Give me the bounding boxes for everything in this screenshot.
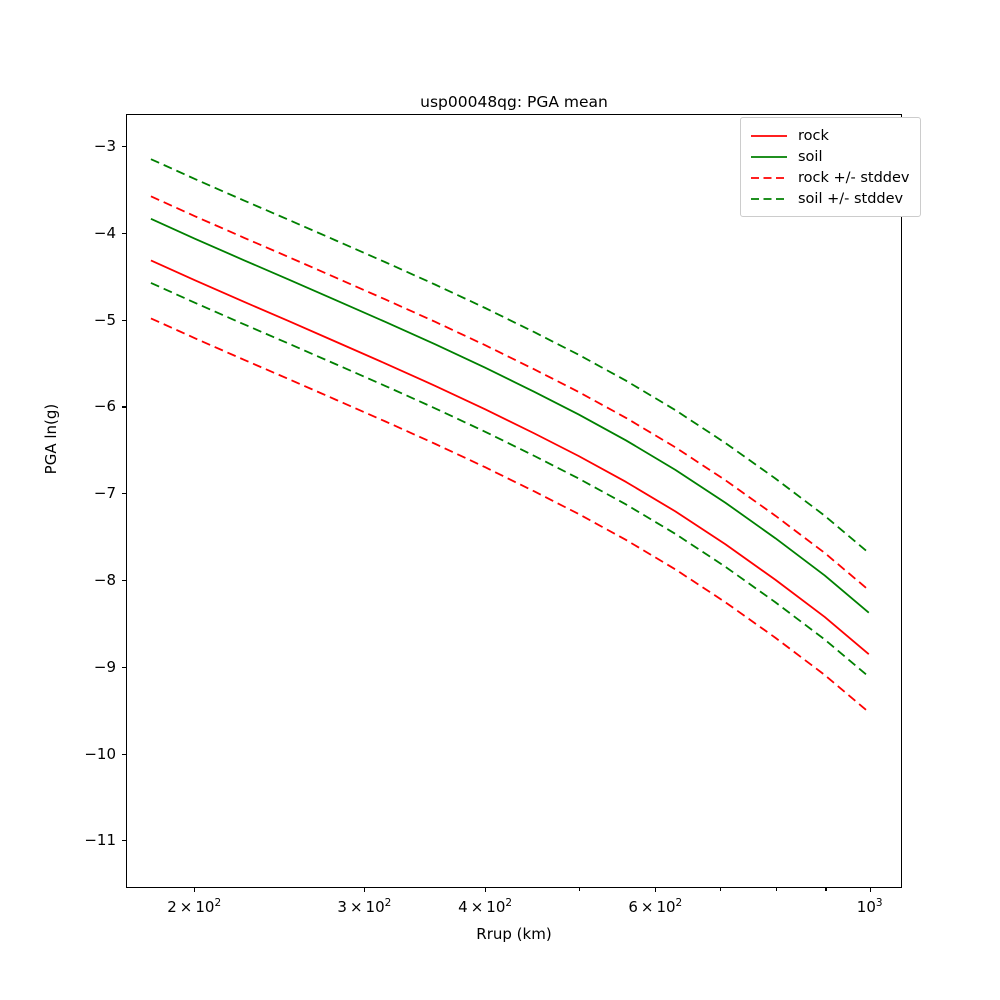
legend-line-icon: [750, 151, 788, 163]
y-tick-mark: [122, 753, 126, 755]
x-tick-label: 3 × 102: [337, 897, 392, 916]
chart-title: usp00048qg: PGA mean: [420, 93, 608, 111]
plot-area: [126, 114, 902, 888]
legend-label: rock +/- stddev: [798, 169, 910, 186]
y-tick-label: −3: [93, 137, 116, 156]
y-tick-label: −10: [84, 744, 116, 763]
y-tick-label: −7: [93, 484, 116, 503]
y-tick-label: −11: [84, 831, 116, 850]
x-axis-label: Rrup (km): [476, 925, 552, 943]
y-tick-mark: [122, 146, 126, 148]
legend-line-icon: [750, 130, 788, 142]
legend-label: rock: [798, 127, 829, 144]
x-tick-label: 2 × 102: [167, 897, 222, 916]
x-tick-mark: [364, 888, 366, 892]
series-line-rock: [150, 259, 870, 655]
y-tick-label: −8: [93, 570, 116, 589]
y-tick-label: −5: [93, 310, 116, 329]
legend-item[interactable]: soil: [750, 146, 910, 167]
x-tick-label: 6 × 102: [628, 897, 683, 916]
series-line-rock-stddev-upper: [150, 195, 870, 591]
y-axis-label: PGA ln(g): [42, 403, 60, 475]
x-minor-tick-mark: [720, 888, 722, 891]
y-tick-mark: [122, 666, 126, 668]
y-tick-label: −4: [93, 223, 116, 242]
x-minor-tick-mark: [825, 888, 827, 891]
x-tick-mark: [869, 888, 871, 892]
legend-label: soil +/- stddev: [798, 190, 904, 207]
series-line-rock-stddev-lower: [150, 317, 870, 713]
y-tick-mark: [122, 232, 126, 234]
legend-item[interactable]: rock +/- stddev: [750, 167, 910, 188]
y-tick-label: −6: [93, 397, 116, 416]
y-tick-mark: [122, 493, 126, 495]
y-tick-mark: [122, 319, 126, 321]
legend-line-icon: [750, 193, 788, 205]
y-tick-mark: [122, 579, 126, 582]
y-tick-mark: [122, 406, 126, 408]
series-line-soil-stddev-upper: [150, 158, 870, 554]
legend-label: soil: [798, 148, 823, 165]
x-tick-mark: [194, 888, 196, 892]
series-line-soil: [150, 218, 870, 614]
y-tick-label: −9: [93, 657, 116, 676]
x-minor-tick-mark: [776, 888, 778, 891]
legend-item[interactable]: soil +/- stddev: [750, 188, 910, 209]
y-tick-mark: [122, 840, 126, 842]
x-tick-label: 4 × 102: [458, 897, 513, 916]
x-tick-label: 103: [856, 897, 883, 916]
x-minor-tick-mark: [578, 888, 580, 891]
chart-legend: rock soil rock +/- stddev soil +/- stddev: [740, 117, 921, 217]
x-tick-mark: [655, 888, 657, 892]
legend-item[interactable]: rock: [750, 125, 910, 146]
plot-svg: [150, 158, 870, 713]
series-line-soil-stddev-lower: [150, 282, 870, 678]
legend-line-icon: [750, 172, 788, 184]
x-tick-mark: [485, 888, 487, 892]
